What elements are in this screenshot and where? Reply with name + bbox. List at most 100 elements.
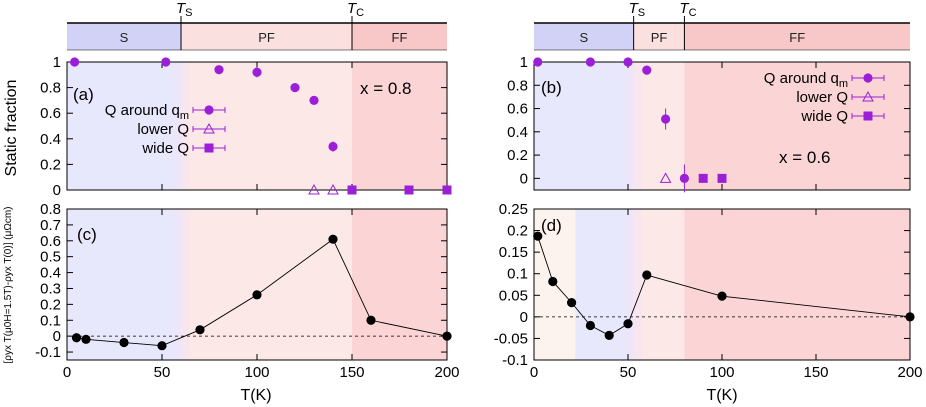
panel-b: 0 0.2 0.4 0.6 0.8 1 (b) x = 0.6 Q around qmlower…: [507, 54, 911, 193]
legend-label-lower: lower Q: [137, 121, 189, 138]
bg-blend: [625, 62, 642, 190]
composition-label: x = 0.6: [779, 148, 831, 167]
transition-sub: C: [689, 7, 697, 19]
ytick-label: 0.8: [507, 77, 528, 94]
ytick-label: 0.25: [499, 201, 528, 218]
legend-label-wide: wide Q: [141, 140, 189, 157]
ytick-label: 0.5: [40, 249, 61, 266]
xtick-label: 0: [63, 364, 71, 381]
phase-band-pf: [633, 23, 685, 50]
ytick-label: 0.2: [507, 147, 528, 164]
ytick-label: 0.6: [40, 233, 61, 250]
point-around-qm: [70, 57, 80, 67]
data-point: [567, 298, 577, 308]
point-lower-q: [308, 183, 320, 195]
data-point: [328, 234, 338, 244]
data-point: [905, 312, 915, 322]
point-around-qm: [623, 57, 633, 67]
transition-sub: S: [638, 7, 645, 19]
transition-label: TS: [176, 0, 193, 19]
ytick-label: 0.4: [40, 265, 61, 282]
data-point: [157, 341, 167, 351]
legend-circle-icon: [863, 73, 873, 83]
ytick-label: 0.2: [40, 156, 61, 173]
bg-ff: [352, 209, 447, 360]
ytick-label: 0.6: [507, 101, 528, 118]
ytick-label: 0.8: [40, 201, 61, 218]
point-wide-q: [717, 173, 727, 183]
bg-s: [534, 62, 634, 190]
point-around-qm: [679, 173, 690, 183]
phase-bar-right: S PF FF TS TC: [534, 0, 910, 51]
xlabel-left: T(K): [240, 387, 271, 404]
legend-label-wide: wide Q: [800, 108, 848, 125]
legend-sub: m: [180, 110, 189, 122]
legend-label-around: Q around qm: [105, 102, 189, 122]
transition-label: TC: [679, 0, 696, 19]
transition-label: TS: [629, 0, 646, 19]
point-around-qm: [642, 65, 652, 75]
data-point: [71, 333, 82, 343]
data-point: [195, 325, 205, 335]
data-point: [366, 315, 376, 325]
legend-label-lower: lower Q: [796, 89, 848, 106]
ytick-label: 0.15: [499, 244, 528, 261]
ytick-label: 0.1: [507, 266, 528, 283]
ytick-label: 0: [53, 182, 61, 199]
data-point: [548, 276, 558, 287]
data-point: [81, 334, 91, 344]
point-lower-q: [659, 172, 672, 183]
xtick-label: 0: [530, 364, 538, 381]
xtick-label: 100: [244, 364, 269, 381]
data-point: [717, 291, 727, 301]
bg-ff: [684, 62, 910, 190]
panel-label: (b): [541, 78, 562, 97]
point-wide-q: [404, 185, 414, 195]
ytick-label: 0: [520, 170, 528, 187]
ylabel-resistivity: [ρyx T(μ0H=1.5T)-ρyx T(0)] (μΩcm): [3, 207, 14, 364]
point-around-qm: [161, 57, 171, 67]
ytick-label: -0.1: [35, 344, 61, 361]
ytick-label: 0.05: [499, 287, 528, 304]
point-around-qm: [214, 65, 224, 75]
xtick-label: 150: [803, 364, 828, 381]
bg-pf: [181, 62, 352, 190]
ytick-label: 0: [520, 309, 528, 326]
transition-sub: S: [185, 7, 192, 19]
legend-square-icon: [204, 143, 214, 153]
ytick-label: 0.6: [40, 105, 61, 122]
data-point: [623, 319, 633, 329]
panel-label: (d): [541, 216, 562, 235]
point-around-qm: [533, 57, 543, 67]
ytick-label: 0.7: [40, 217, 61, 234]
phase-label-ff: FF: [392, 30, 408, 45]
xtick-label: 100: [709, 364, 734, 381]
bg-pf: [181, 209, 352, 360]
bg-s: [67, 62, 181, 190]
ytick-label: 1: [53, 54, 61, 71]
point-around-qm: [309, 95, 319, 105]
xtick-label: 50: [154, 364, 171, 381]
ylabel-static-fraction: Static fraction: [3, 80, 20, 177]
data-point: [642, 270, 652, 280]
bg-blend: [173, 209, 189, 360]
ytick-label: 0: [53, 328, 61, 345]
legend-triangle-icon: [203, 122, 215, 134]
ytick-label: 0.8: [40, 80, 61, 97]
xtick-label: 50: [620, 364, 637, 381]
data-point: [533, 231, 543, 241]
point-around-qm: [252, 67, 262, 77]
transition-label: TC: [347, 0, 364, 19]
ytick-label: 0.3: [40, 280, 61, 297]
data-point: [604, 330, 614, 341]
ytick-label: 0.2: [40, 296, 61, 313]
ytick-label: 0.2: [507, 223, 528, 240]
phase-bar-left: S PF FF TS TC: [67, 0, 447, 51]
transition-sub: C: [356, 7, 364, 19]
point-wide-q: [347, 185, 357, 195]
xtick-label: 200: [897, 364, 922, 381]
phase-band-s: [67, 23, 181, 50]
ytick-label: -0.1: [502, 352, 528, 369]
